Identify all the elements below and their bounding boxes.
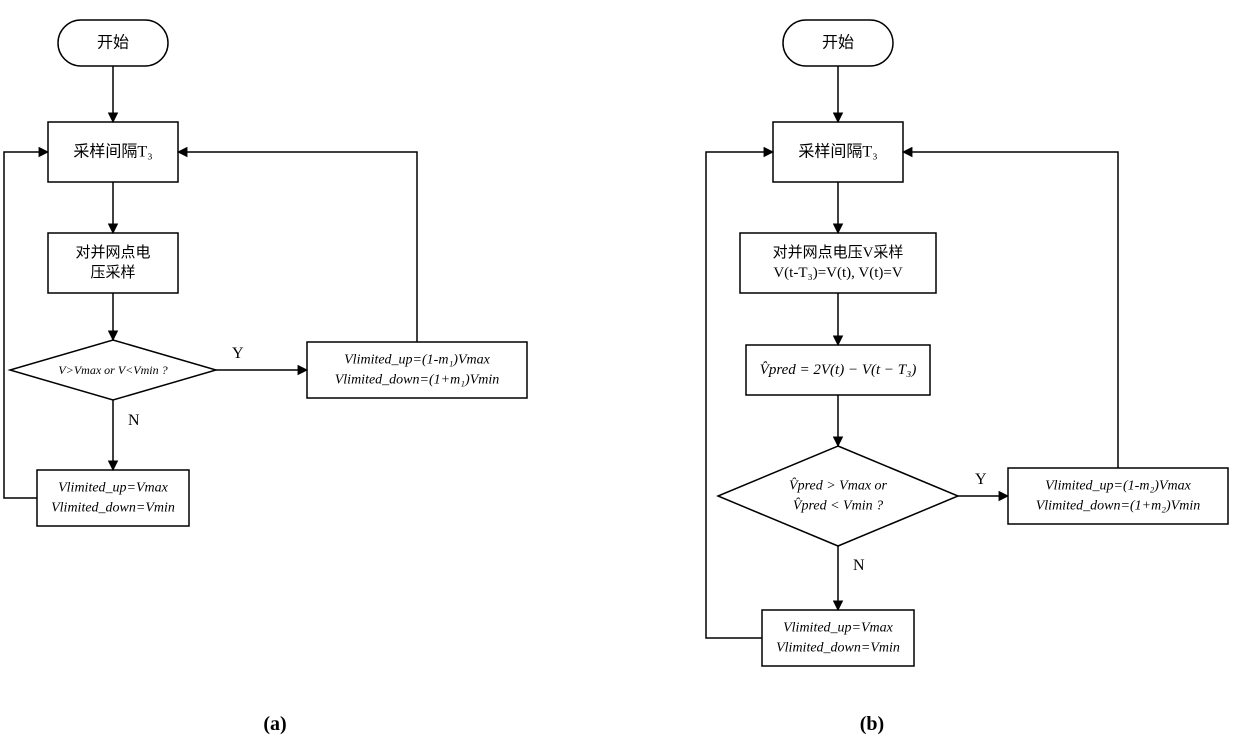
b-label-N: N [853, 557, 865, 574]
a-sample-interval: 采样间隔T₃ [48, 122, 178, 182]
svg-text:对并网点电: 对并网点电 [75, 244, 150, 261]
svg-text:对并网点电压V采样: 对并网点电压V采样 [773, 244, 904, 261]
a-sample-voltage: 对并网点电压采样 [48, 233, 178, 293]
svg-text:开始: 开始 [97, 34, 129, 52]
svg-text:Vlimited_up=Vmax: Vlimited_up=Vmax [783, 621, 894, 636]
a-edge-yes-back [178, 152, 417, 342]
b-edge-yes-back [903, 152, 1118, 468]
b-predict: V̂pred = 2V(t) − V(t − T₃) [746, 345, 930, 395]
b-start: 开始 [783, 20, 893, 66]
svg-text:V(t-T₃)=V(t), V(t)=V: V(t-T₃)=V(t), V(t)=V [773, 265, 903, 281]
svg-text:Vlimited_down=(1+m₁)Vmin: Vlimited_down=(1+m₁)Vmin [335, 373, 500, 388]
b-no-box: Vlimited_up=Vmax Vlimited_down=Vmin [762, 610, 914, 666]
a-start: 开始 [58, 20, 168, 66]
svg-text:Vlimited_down=(1+m₂)Vmin: Vlimited_down=(1+m₂)Vmin [1036, 499, 1201, 514]
b-yes-box: Vlimited_up=(1-m₂)Vmax Vlimited_down=(1+m… [1008, 468, 1228, 524]
a-label-N: N [128, 412, 140, 429]
caption-a: (a) [263, 713, 286, 735]
svg-text:采样间隔T₃: 采样间隔T₃ [798, 143, 877, 161]
a-decision: V>Vmax or V<Vmin ? [10, 340, 216, 400]
b-sample-interval: 采样间隔T₃ [773, 122, 903, 182]
svg-text:压采样: 压采样 [90, 264, 135, 281]
svg-text:Vlimited_down=Vmin: Vlimited_down=Vmin [776, 641, 900, 656]
svg-text:Vlimited_down=Vmin: Vlimited_down=Vmin [51, 501, 175, 516]
a-no-box: Vlimited_up=Vmax Vlimited_down=Vmin [37, 470, 189, 526]
a-label-Y: Y [232, 345, 244, 362]
b-sample-voltage: 对并网点电压V采样 V(t-T₃)=V(t), V(t)=V [740, 233, 936, 293]
caption-b: (b) [860, 713, 884, 735]
flowchart-diagram: 开始采样间隔T₃ 对并网点电压采样 V>Vmax or V<Vmin ? Y Vlimi… [0, 0, 1239, 743]
b-decision: V̂pred > Vmax or V̂pred < Vmin ? [718, 446, 958, 546]
svg-text:V̂pred < Vmin ?: V̂pred < Vmin ? [793, 497, 883, 513]
svg-text:V̂pred > Vmax or: V̂pred > Vmax or [789, 477, 888, 493]
svg-text:采样间隔T₃: 采样间隔T₃ [73, 143, 152, 161]
svg-text:Vlimited_up=(1-m₁)Vmax: Vlimited_up=(1-m₁)Vmax [344, 353, 491, 368]
svg-text:Vlimited_up=Vmax: Vlimited_up=Vmax [58, 481, 169, 496]
svg-text:V>Vmax or V<Vmin ?: V>Vmax or V<Vmin ? [58, 363, 167, 377]
a-yes-box: Vlimited_up=(1-m₁)Vmax Vlimited_down=(1+m… [307, 342, 527, 398]
svg-text:V̂pred = 2V(t) − V(t − T₃): V̂pred = 2V(t) − V(t − T₃) [760, 362, 917, 378]
a-edge-no-back [4, 152, 48, 498]
svg-text:Vlimited_up=(1-m₂)Vmax: Vlimited_up=(1-m₂)Vmax [1045, 479, 1192, 494]
svg-text:开始: 开始 [822, 34, 854, 52]
b-label-Y: Y [975, 471, 987, 488]
